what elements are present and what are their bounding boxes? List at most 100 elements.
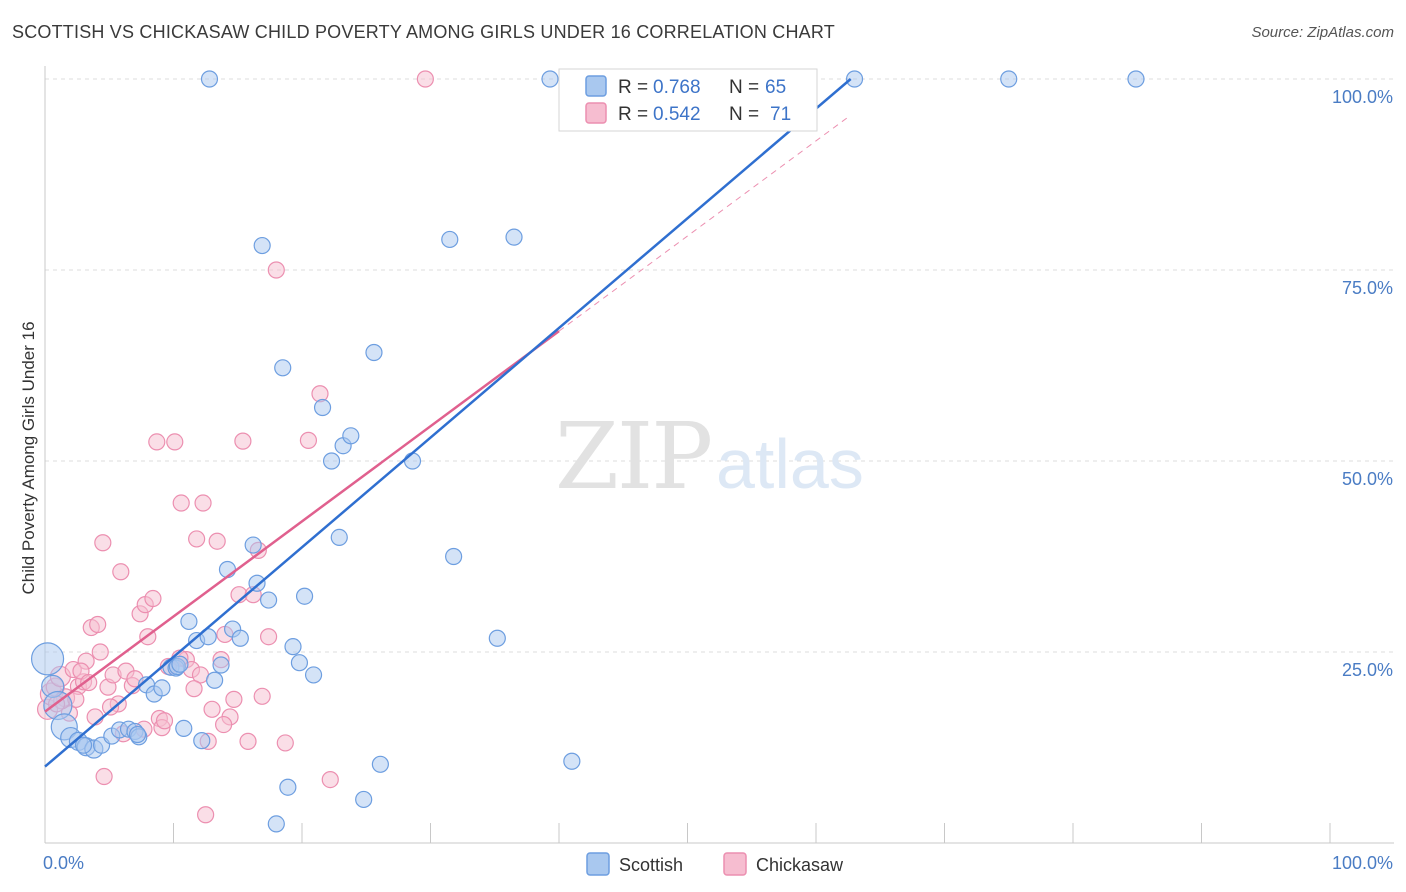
source-credit: Source: ZipAtlas.com [1251,24,1394,41]
scottish-point-40 [295,587,314,605]
chickasaw-point-65 [80,673,98,692]
scottish-point-59 [1000,70,1018,88]
scottish-point-44 [330,528,348,547]
scottish-point-47 [355,790,373,809]
legend-n-value-scottish: 65 [765,77,786,98]
y-axis-title: Child Poverty Among Girls Under 16 [19,321,38,594]
scottish-point-63 [74,736,93,754]
legend-r-value-chickasaw: 0.542 [653,104,701,125]
chickasaw-points [36,70,434,824]
legend-r-value-scottish: 0.768 [653,77,701,98]
scottish-point-33 [253,236,271,255]
chickasaw-point-14 [94,534,112,552]
scottish-point-62 [128,725,147,744]
legend-r-label-chickasaw: R = [618,104,648,125]
series-legend-label-chickasaw: Chickasaw [756,855,844,875]
scottish-point-36 [274,359,292,377]
y-tick-label-1: 50.0% [1342,469,1393,489]
scottish-point-31 [244,536,262,554]
scottish-point-22 [180,612,198,631]
scottish-point-30 [231,629,249,647]
scottish-point-42 [313,398,332,417]
chickasaw-point-51 [299,431,318,449]
chickasaw-point-28 [166,433,184,451]
y-tick-label-3: 100.0% [1332,87,1393,107]
legend-n-label-chickasaw: N = [729,104,759,125]
chart-title: SCOTTISH VS CHICKASAW CHILD POVERTY AMON… [12,22,835,42]
chickasaw-trend-extension [558,114,851,332]
scottish-point-54 [541,70,559,88]
scottish-point-35 [267,815,285,833]
scottish-point-26 [206,671,224,689]
scottish-point-41 [304,666,323,684]
series-legend: Scottish Chickasaw [586,852,844,876]
scottish-point-32 [248,574,266,592]
scottish-point-38 [284,638,302,656]
scottish-point-52 [445,547,463,566]
y-tick-label-0: 25.0% [1342,660,1393,680]
legend-r-label-scottish: R = [618,77,648,98]
chickasaw-point-54 [416,70,434,88]
chickasaw-point-49 [267,261,285,279]
chickasaw-point-29 [172,494,190,512]
chickasaw-point-36 [203,700,221,718]
chickasaw-point-48 [259,628,278,646]
chickasaw-point-41 [225,690,243,708]
scottish-point-34 [259,591,278,609]
scottish-point-37 [279,778,297,796]
scottish-point-53 [505,228,523,246]
y-tick-label-2: 75.0% [1342,278,1393,298]
scottish-point-51 [441,230,459,249]
legend-n-value-chickasaw: 71 [770,104,791,125]
series-legend-label-scottish: Scottish [619,855,683,875]
series-legend-swatch-chickasaw [723,852,747,876]
chickasaw-point-12 [89,615,107,634]
chickasaw-point-55 [197,806,215,824]
scottish-point-20 [171,655,189,673]
scottish-point-60 [1127,70,1145,88]
chickasaw-point-44 [239,732,257,750]
legend-swatch-scottish [585,75,607,97]
watermark: ZIP atlas [555,403,864,510]
scottish-point-46 [342,427,360,445]
chickasaw-point-13 [91,643,109,661]
scottish-point-43 [322,452,341,470]
chickasaw-point-24 [144,589,162,608]
tick-labels: 25.0% 50.0% 75.0% 100.0% 0.0% 100.0% [43,87,1393,873]
chickasaw-point-18 [112,563,130,581]
scottish-point-64 [200,70,219,88]
scottish-point-0 [30,642,65,676]
scottish-point-27 [212,656,230,674]
chickasaw-point-47 [253,687,271,705]
chickasaw-point-53 [321,770,339,789]
scottish-point-49 [371,755,389,773]
watermark-atlas: atlas [716,425,864,503]
chickasaw-point-70 [215,715,233,734]
legend-swatch-chickasaw [585,102,607,124]
chickasaw-point-50 [276,734,294,752]
scottish-point-55 [563,752,581,770]
chickasaw-point-64 [185,680,203,698]
scottish-point-50 [403,452,422,470]
chickasaw-point-56 [95,767,113,786]
scottish-point-61 [488,629,506,647]
chickasaw-point-37 [208,532,226,550]
scottish-point-21 [175,719,193,738]
trend-lines [44,78,852,768]
scottish-point-48 [365,343,383,362]
x-tick-label-0: 0.0% [43,853,84,873]
legend-n-label-scottish: N = [729,77,759,98]
chickasaw-point-43 [234,432,252,450]
series-legend-swatch-scottish [586,852,610,876]
scottish-points [30,70,1145,833]
scottish-point-16 [153,679,171,697]
scottish-trend-line [44,78,852,768]
chickasaw-point-34 [194,494,212,512]
x-tick-label-1: 100.0% [1332,853,1393,873]
chickasaw-point-66 [101,698,120,716]
chickasaw-point-57 [148,433,166,451]
chickasaw-point-32 [188,530,206,548]
scottish-point-24 [193,732,211,750]
chickasaw-trend-line [44,330,560,713]
